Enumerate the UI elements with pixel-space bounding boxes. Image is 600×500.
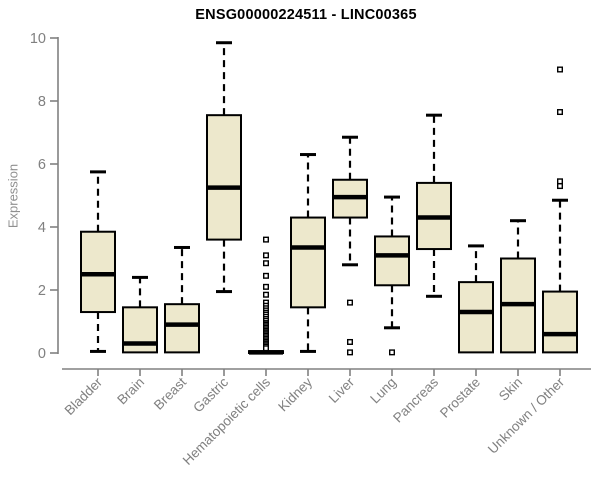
y-tick-label: 6 — [38, 157, 46, 173]
box-breast — [164, 245, 200, 354]
outlier-point — [389, 349, 396, 356]
outlier-point — [347, 299, 354, 306]
box-brain — [122, 275, 158, 354]
box-kidney — [290, 153, 326, 353]
y-tick-label: 2 — [38, 283, 46, 299]
box-prostate — [458, 244, 494, 354]
box-hematopoietic-cells — [248, 236, 284, 355]
box-bladder — [80, 170, 116, 353]
y-tick-label: 10 — [30, 31, 46, 47]
iqr-box — [374, 235, 410, 287]
y-axis: 0 2 4 6 8 10 — [30, 31, 59, 362]
y-axis-label: Expression — [5, 163, 21, 229]
box-gastric — [206, 41, 242, 294]
outlier-point — [263, 345, 270, 352]
y-tick-label: 4 — [38, 220, 46, 236]
x-tick-label-breast: Breast — [151, 374, 189, 412]
box-pancreas — [416, 113, 452, 298]
iqr-box — [164, 303, 200, 354]
outlier-point — [263, 283, 270, 290]
iqr-box — [206, 114, 242, 241]
iqr-box — [290, 216, 326, 309]
iqr-box — [80, 230, 116, 314]
outlier-point — [263, 260, 270, 267]
x-tick-label-kidney: Kidney — [275, 374, 315, 414]
y-tick-label: 0 — [38, 346, 46, 362]
x-tick-label-skin: Skin — [496, 375, 525, 404]
outlier-point — [347, 349, 354, 356]
outlier-point — [557, 109, 564, 116]
outlier-point — [263, 252, 270, 259]
outlier-point — [263, 291, 270, 298]
box-skin — [500, 219, 536, 354]
x-tick-label-liver: Liver — [326, 374, 358, 406]
x-tick-label-brain: Brain — [114, 375, 147, 408]
outlier-point — [557, 183, 564, 190]
outlier-point — [263, 272, 270, 279]
outlier-point — [557, 178, 564, 185]
x-tick-label-prostate: Prostate — [437, 375, 483, 421]
outlier-point — [557, 66, 564, 73]
box-lung — [374, 195, 410, 356]
chart-title: ENSG00000224511 - LINC00365 — [195, 7, 417, 23]
x-tick-label-bladder: Bladder — [62, 374, 106, 418]
x-tick-label-gastric: Gastric — [190, 374, 231, 415]
box-liver — [332, 135, 368, 356]
x-tick-label-lung: Lung — [367, 375, 399, 407]
iqr-box — [458, 281, 494, 354]
x-tick-label-unknown-other: Unknown / Other — [485, 374, 568, 457]
y-tick-label: 8 — [38, 94, 46, 110]
box-unknown-other — [542, 66, 578, 354]
x-tick-label-pancreas: Pancreas — [390, 374, 441, 425]
iqr-box — [542, 290, 578, 354]
outlier-point — [263, 236, 270, 243]
outlier-point — [347, 338, 354, 345]
